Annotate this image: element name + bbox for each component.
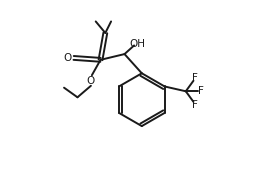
Text: O: O <box>64 53 72 63</box>
Text: O: O <box>87 76 95 86</box>
Text: F: F <box>192 73 198 83</box>
Text: F: F <box>192 100 198 110</box>
Text: OH: OH <box>129 40 145 49</box>
Text: F: F <box>198 86 204 96</box>
